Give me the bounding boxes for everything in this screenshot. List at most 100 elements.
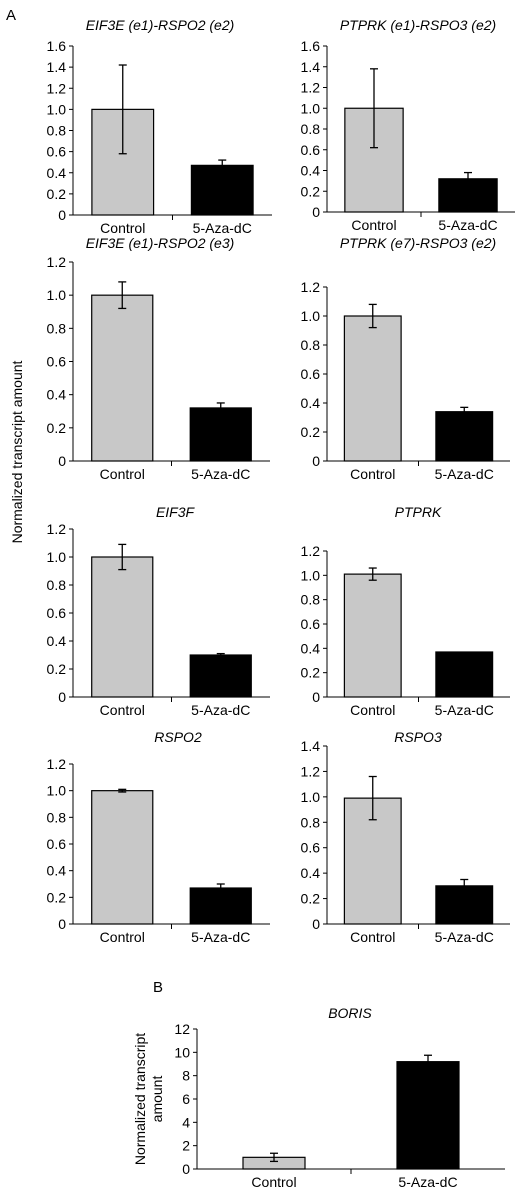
y-tick-label: 0.4 [301,163,321,179]
chart-title: BORIS [328,1005,372,1021]
category-label: Control [100,929,145,945]
chart-y-axis-label: Normalized transcript [132,1033,148,1165]
y-tick-label: 0.8 [301,814,321,830]
y-tick-label: 0.2 [47,661,67,677]
y-tick-label: 0.4 [47,387,67,403]
chart-5: EIF3F 0 0.2 0.4 0.6 0.8 1.0 1.2 Control 5-Aza-dC [47,504,270,718]
y-tick-label: 0.4 [301,395,321,411]
category-label: 5-Aza-dC [191,702,250,718]
y-tick-label: 4 [182,1114,190,1130]
y-tick-label: 0.4 [47,863,67,879]
y-tick-label: 0.2 [47,186,67,202]
chart-title: EIF3E (e1)-RSPO2 (e3) [86,235,235,251]
chart-6: PTPRK 0 0.2 0.4 0.6 0.8 1.0 1.2 Control 5-Aza-dC [301,504,510,718]
y-tick-label: 1.6 [301,38,321,54]
y-tick-label: 0.2 [301,891,321,907]
chart-title: PTPRK [395,504,442,520]
y-tick-label: 0.8 [301,121,321,137]
bar-control [91,294,154,462]
chart-title: PTPRK (e1)-RSPO3 (e2) [340,17,496,33]
y-tick-label: 0.8 [47,320,67,336]
chart-title: EIF3F [156,504,196,520]
y-tick-label: 0.4 [47,633,67,649]
y-tick-label: 0 [58,916,66,932]
chart-8: RSPO3 0 0.2 0.4 0.6 0.8 1.0 1.2 1.4 Control 5-Aza-… [301,729,510,945]
bar-treated [435,411,494,462]
bar-treated [396,1061,460,1170]
category-label: Control [351,217,396,233]
y-tick-label: 1.2 [47,80,67,96]
y-tick-label: 1.2 [301,543,321,559]
y-tick-label: 0.8 [47,809,67,825]
y-tick-label: 0 [58,453,66,469]
bar-treated [435,885,494,925]
y-tick-label: 1.0 [47,287,67,303]
category-label: Control [350,929,395,945]
y-tick-label: 1.6 [47,38,67,54]
y-tick-label: 0.6 [301,840,321,856]
category-label: 5-Aza-dC [193,220,252,236]
y-tick-label: 1.0 [301,308,321,324]
y-tick-label: 1.4 [301,59,321,75]
y-tick-label: 1.2 [47,756,67,772]
chart-3: EIF3E (e1)-RSPO2 (e3) 0 0.2 0.4 0.6 0.8 1.0 1.2… [47,235,270,482]
bar-control [343,315,402,462]
chart-title: RSPO2 [154,729,202,745]
y-tick-label: 1.0 [301,567,321,583]
y-tick-label: 0.6 [47,836,67,852]
y-tick-label: 0 [58,207,66,223]
chart-4: PTPRK (e7)-RSPO3 (e2) 0 0.2 0.4 0.6 0.8 1.0 1.2… [301,235,510,482]
category-label: Control [100,466,145,482]
y-tick-label: 1.0 [47,101,67,117]
bar-treated [189,654,252,698]
y-tick-label: 1.2 [47,254,67,270]
y-tick-label: 1.4 [47,59,67,75]
y-tick-label: 0 [312,916,320,932]
category-label: Control [100,702,145,718]
y-tick-label: 1.0 [301,100,321,116]
chart-2: PTPRK (e1)-RSPO3 (e2) 0 0.2 0.4 0.6 0.8 1.0 1.2… [301,17,515,233]
y-tick-label: 0.2 [301,183,321,199]
bar-control [91,790,154,925]
chart-7: RSPO2 0 0.2 0.4 0.6 0.8 1.0 1.2 Control 5-Aza-dC [47,729,270,945]
y-tick-label: 0.8 [47,577,67,593]
y-tick-label: 0.2 [301,424,321,440]
y-tick-label: 0 [58,689,66,705]
y-tick-label: 0.4 [47,165,67,181]
y-tick-label: 1.2 [301,279,321,295]
category-label: 5-Aza-dC [435,929,494,945]
panel-b-letter: B [153,979,163,996]
y-tick-label: 0.6 [47,354,67,370]
category-label: 5-Aza-dC [191,929,250,945]
bar-treated [189,407,252,462]
y-tick-label: 0.6 [301,366,321,382]
chart-title: EIF3E (e1)-RSPO2 (e2) [86,17,235,33]
category-label: 5-Aza-dC [398,1174,457,1190]
chart-y-axis-label: amount [149,1076,165,1123]
y-tick-label: 2 [182,1138,190,1154]
bar-control [91,556,154,698]
bar-treated [189,887,252,925]
y-tick-label: 1.2 [301,80,321,96]
chart-title: RSPO3 [394,729,442,745]
category-label: Control [350,466,395,482]
y-tick-label: 0.4 [301,865,321,881]
y-tick-label: 0.8 [47,123,67,139]
y-tick-label: 0.4 [301,640,321,656]
chart-title: PTPRK (e7)-RSPO3 (e2) [340,235,496,251]
category-label: 5-Aza-dC [191,466,250,482]
y-tick-label: 10 [174,1044,190,1060]
y-tick-label: 0.6 [47,605,67,621]
y-tick-label: 0 [312,453,320,469]
y-tick-label: 0.2 [47,420,67,436]
chart-1: EIF3E (e1)-RSPO2 (e2) 0 0.2 0.4 0.6 0.8 1.0 1.2… [47,17,272,236]
charts-layer: EIF3E (e1)-RSPO2 (e2) 0 0.2 0.4 0.6 0.8 1.0 1.2… [47,17,515,1190]
y-tick-label: 0 [182,1161,190,1177]
y-tick-label: 6 [182,1091,190,1107]
shared-y-axis-label: Normalized transcript amount [9,360,25,543]
y-tick-label: 8 [182,1068,190,1084]
y-tick-label: 0 [312,689,320,705]
category-label: 5-Aza-dC [435,702,494,718]
y-tick-label: 1.0 [47,783,67,799]
